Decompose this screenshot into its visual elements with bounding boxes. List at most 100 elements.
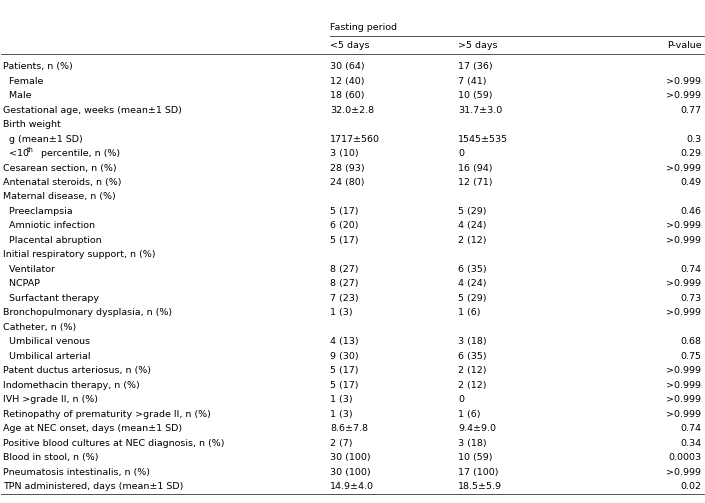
Text: 30 (100): 30 (100) xyxy=(330,468,371,477)
Text: >0.999: >0.999 xyxy=(666,308,701,317)
Text: Maternal disease, n (%): Maternal disease, n (%) xyxy=(3,193,116,202)
Text: 32.0±2.8: 32.0±2.8 xyxy=(330,106,374,115)
Text: Catheter, n (%): Catheter, n (%) xyxy=(3,323,76,332)
Text: TPN administered, days (mean±1 SD): TPN administered, days (mean±1 SD) xyxy=(3,482,183,491)
Text: 1 (6): 1 (6) xyxy=(458,410,481,419)
Text: >0.999: >0.999 xyxy=(666,410,701,419)
Text: Birth weight: Birth weight xyxy=(3,120,61,129)
Text: Umbilical arterial: Umbilical arterial xyxy=(3,352,90,361)
Text: Antenatal steroids, n (%): Antenatal steroids, n (%) xyxy=(3,178,121,187)
Text: 0.34: 0.34 xyxy=(680,439,701,448)
Text: 0.49: 0.49 xyxy=(680,178,701,187)
Text: Surfactant therapy: Surfactant therapy xyxy=(3,294,99,303)
Text: Gestational age, weeks (mean±1 SD): Gestational age, weeks (mean±1 SD) xyxy=(3,106,182,115)
Text: 4 (24): 4 (24) xyxy=(458,279,486,288)
Text: th: th xyxy=(27,147,34,153)
Text: Preeclampsia: Preeclampsia xyxy=(3,207,73,216)
Text: >0.999: >0.999 xyxy=(666,366,701,375)
Text: 0: 0 xyxy=(458,149,465,158)
Text: 0.68: 0.68 xyxy=(680,338,701,347)
Text: 16 (94): 16 (94) xyxy=(458,163,493,173)
Text: >0.999: >0.999 xyxy=(666,395,701,404)
Text: 5 (29): 5 (29) xyxy=(458,294,486,303)
Text: Initial respiratory support, n (%): Initial respiratory support, n (%) xyxy=(3,250,155,260)
Text: >0.999: >0.999 xyxy=(666,221,701,230)
Text: 1 (6): 1 (6) xyxy=(458,308,481,317)
Text: 6 (35): 6 (35) xyxy=(458,352,487,361)
Text: 4 (13): 4 (13) xyxy=(330,338,359,347)
Text: Fasting period: Fasting period xyxy=(330,23,397,32)
Text: 7 (41): 7 (41) xyxy=(458,76,486,86)
Text: 0.74: 0.74 xyxy=(680,265,701,274)
Text: Placental abruption: Placental abruption xyxy=(3,236,102,245)
Text: Retinopathy of prematurity >grade II, n (%): Retinopathy of prematurity >grade II, n … xyxy=(3,410,211,419)
Text: IVH >grade II, n (%): IVH >grade II, n (%) xyxy=(3,395,98,404)
Text: Female: Female xyxy=(3,76,43,86)
Text: g (mean±1 SD): g (mean±1 SD) xyxy=(3,134,82,143)
Text: >0.999: >0.999 xyxy=(666,381,701,390)
Text: 4 (24): 4 (24) xyxy=(458,221,486,230)
Text: Amniotic infection: Amniotic infection xyxy=(3,221,94,230)
Text: 5 (17): 5 (17) xyxy=(330,366,358,375)
Text: 17 (36): 17 (36) xyxy=(458,62,493,71)
Text: Indomethacin therapy, n (%): Indomethacin therapy, n (%) xyxy=(3,381,140,390)
Text: 5 (17): 5 (17) xyxy=(330,207,358,216)
Text: 0.29: 0.29 xyxy=(680,149,701,158)
Text: 24 (80): 24 (80) xyxy=(330,178,364,187)
Text: 1 (3): 1 (3) xyxy=(330,395,352,404)
Text: 30 (64): 30 (64) xyxy=(330,62,364,71)
Text: <5 days: <5 days xyxy=(330,41,369,50)
Text: 28 (93): 28 (93) xyxy=(330,163,364,173)
Text: 0.73: 0.73 xyxy=(680,294,701,303)
Text: 5 (17): 5 (17) xyxy=(330,381,358,390)
Text: 2 (12): 2 (12) xyxy=(458,236,486,245)
Text: 6 (35): 6 (35) xyxy=(458,265,487,274)
Text: 8 (27): 8 (27) xyxy=(330,265,358,274)
Text: Pneumatosis intestinalis, n (%): Pneumatosis intestinalis, n (%) xyxy=(3,468,150,477)
Text: Blood in stool, n (%): Blood in stool, n (%) xyxy=(3,453,98,462)
Text: 18.5±5.9: 18.5±5.9 xyxy=(458,482,502,491)
Text: 0: 0 xyxy=(458,395,465,404)
Text: Age at NEC onset, days (mean±1 SD): Age at NEC onset, days (mean±1 SD) xyxy=(3,424,182,433)
Text: NCPAP: NCPAP xyxy=(3,279,39,288)
Text: <10: <10 xyxy=(3,149,29,158)
Text: 0.02: 0.02 xyxy=(680,482,701,491)
Text: Ventilator: Ventilator xyxy=(3,265,55,274)
Text: 12 (71): 12 (71) xyxy=(458,178,493,187)
Text: 0.74: 0.74 xyxy=(680,424,701,433)
Text: 5 (29): 5 (29) xyxy=(458,207,486,216)
Text: 1545±535: 1545±535 xyxy=(458,134,508,143)
Text: 31.7±3.0: 31.7±3.0 xyxy=(458,106,503,115)
Text: 0.75: 0.75 xyxy=(680,352,701,361)
Text: 3 (10): 3 (10) xyxy=(330,149,359,158)
Text: P-value: P-value xyxy=(667,41,701,50)
Text: 3 (18): 3 (18) xyxy=(458,338,487,347)
Text: >0.999: >0.999 xyxy=(666,163,701,173)
Text: >0.999: >0.999 xyxy=(666,279,701,288)
Text: 1717±560: 1717±560 xyxy=(330,134,380,143)
Text: 0.0003: 0.0003 xyxy=(668,453,701,462)
Text: 7 (23): 7 (23) xyxy=(330,294,359,303)
Text: 2 (12): 2 (12) xyxy=(458,366,486,375)
Text: Patent ductus arteriosus, n (%): Patent ductus arteriosus, n (%) xyxy=(3,366,151,375)
Text: 6 (20): 6 (20) xyxy=(330,221,358,230)
Text: Male: Male xyxy=(3,91,31,100)
Text: 17 (100): 17 (100) xyxy=(458,468,498,477)
Text: Positive blood cultures at NEC diagnosis, n (%): Positive blood cultures at NEC diagnosis… xyxy=(3,439,224,448)
Text: 5 (17): 5 (17) xyxy=(330,236,358,245)
Text: >0.999: >0.999 xyxy=(666,236,701,245)
Text: 9 (30): 9 (30) xyxy=(330,352,359,361)
Text: 1 (3): 1 (3) xyxy=(330,308,352,317)
Text: 10 (59): 10 (59) xyxy=(458,453,493,462)
Text: 0.3: 0.3 xyxy=(687,134,701,143)
Text: 3 (18): 3 (18) xyxy=(458,439,487,448)
Text: 30 (100): 30 (100) xyxy=(330,453,371,462)
Text: 8.6±7.8: 8.6±7.8 xyxy=(330,424,368,433)
Text: >0.999: >0.999 xyxy=(666,91,701,100)
Text: 2 (7): 2 (7) xyxy=(330,439,352,448)
Text: >5 days: >5 days xyxy=(458,41,498,50)
Text: >0.999: >0.999 xyxy=(666,76,701,86)
Text: 8 (27): 8 (27) xyxy=(330,279,358,288)
Text: Umbilical venous: Umbilical venous xyxy=(3,338,90,347)
Text: 10 (59): 10 (59) xyxy=(458,91,493,100)
